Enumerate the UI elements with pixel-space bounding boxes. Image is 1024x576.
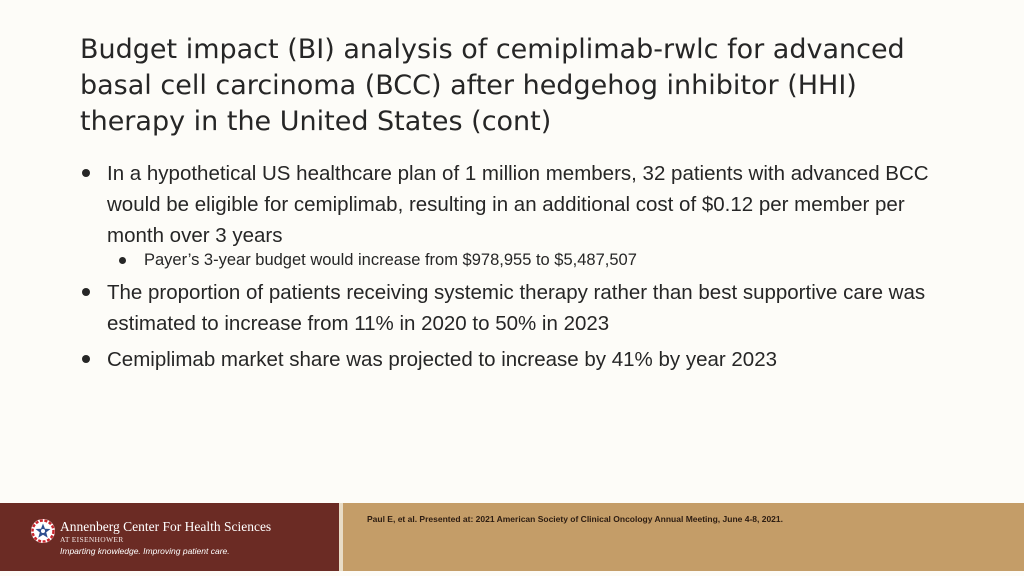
sub-bullet-text: Payer’s 3-year budget would increase fro…	[144, 251, 637, 269]
footer-logo-panel: Annenberg Center For Health Sciences AT …	[0, 503, 339, 571]
logo-name: Annenberg Center For Health Sciences	[60, 519, 272, 534]
sub-bullet-item: Payer’s 3-year budget would increase fro…	[107, 248, 960, 272]
footer-reference-panel: Paul E, et al. Presented at: 2021 Americ…	[343, 503, 1024, 571]
slide-title: Budget impact (BI) analysis of cemiplima…	[80, 34, 905, 137]
footer-bar: Annenberg Center For Health Sciences AT …	[0, 503, 1024, 571]
star-emblem-icon	[31, 519, 55, 543]
bullet-text: Cemiplimab market share was projected to…	[107, 348, 777, 371]
bullet-text: The proportion of patients receiving sys…	[107, 281, 926, 335]
bullet-list: In a hypothetical US healthcare plan of …	[80, 158, 960, 380]
sub-bullet-list: Payer’s 3-year budget would increase fro…	[107, 248, 960, 272]
logo-subtitle: AT EISENHOWER	[60, 535, 124, 544]
bottom-strip	[0, 571, 1024, 576]
footer-divider	[339, 503, 343, 571]
bullet-item: Cemiplimab market share was projected to…	[80, 344, 960, 375]
logo-tagline: Imparting knowledge. Improving patient c…	[60, 546, 230, 556]
bullet-item: In a hypothetical US healthcare plan of …	[80, 158, 960, 272]
bullet-item: The proportion of patients receiving sys…	[80, 277, 960, 339]
citation-text: Paul E, et al. Presented at: 2021 Americ…	[367, 514, 784, 524]
bullet-text: In a hypothetical US healthcare plan of …	[107, 162, 929, 247]
